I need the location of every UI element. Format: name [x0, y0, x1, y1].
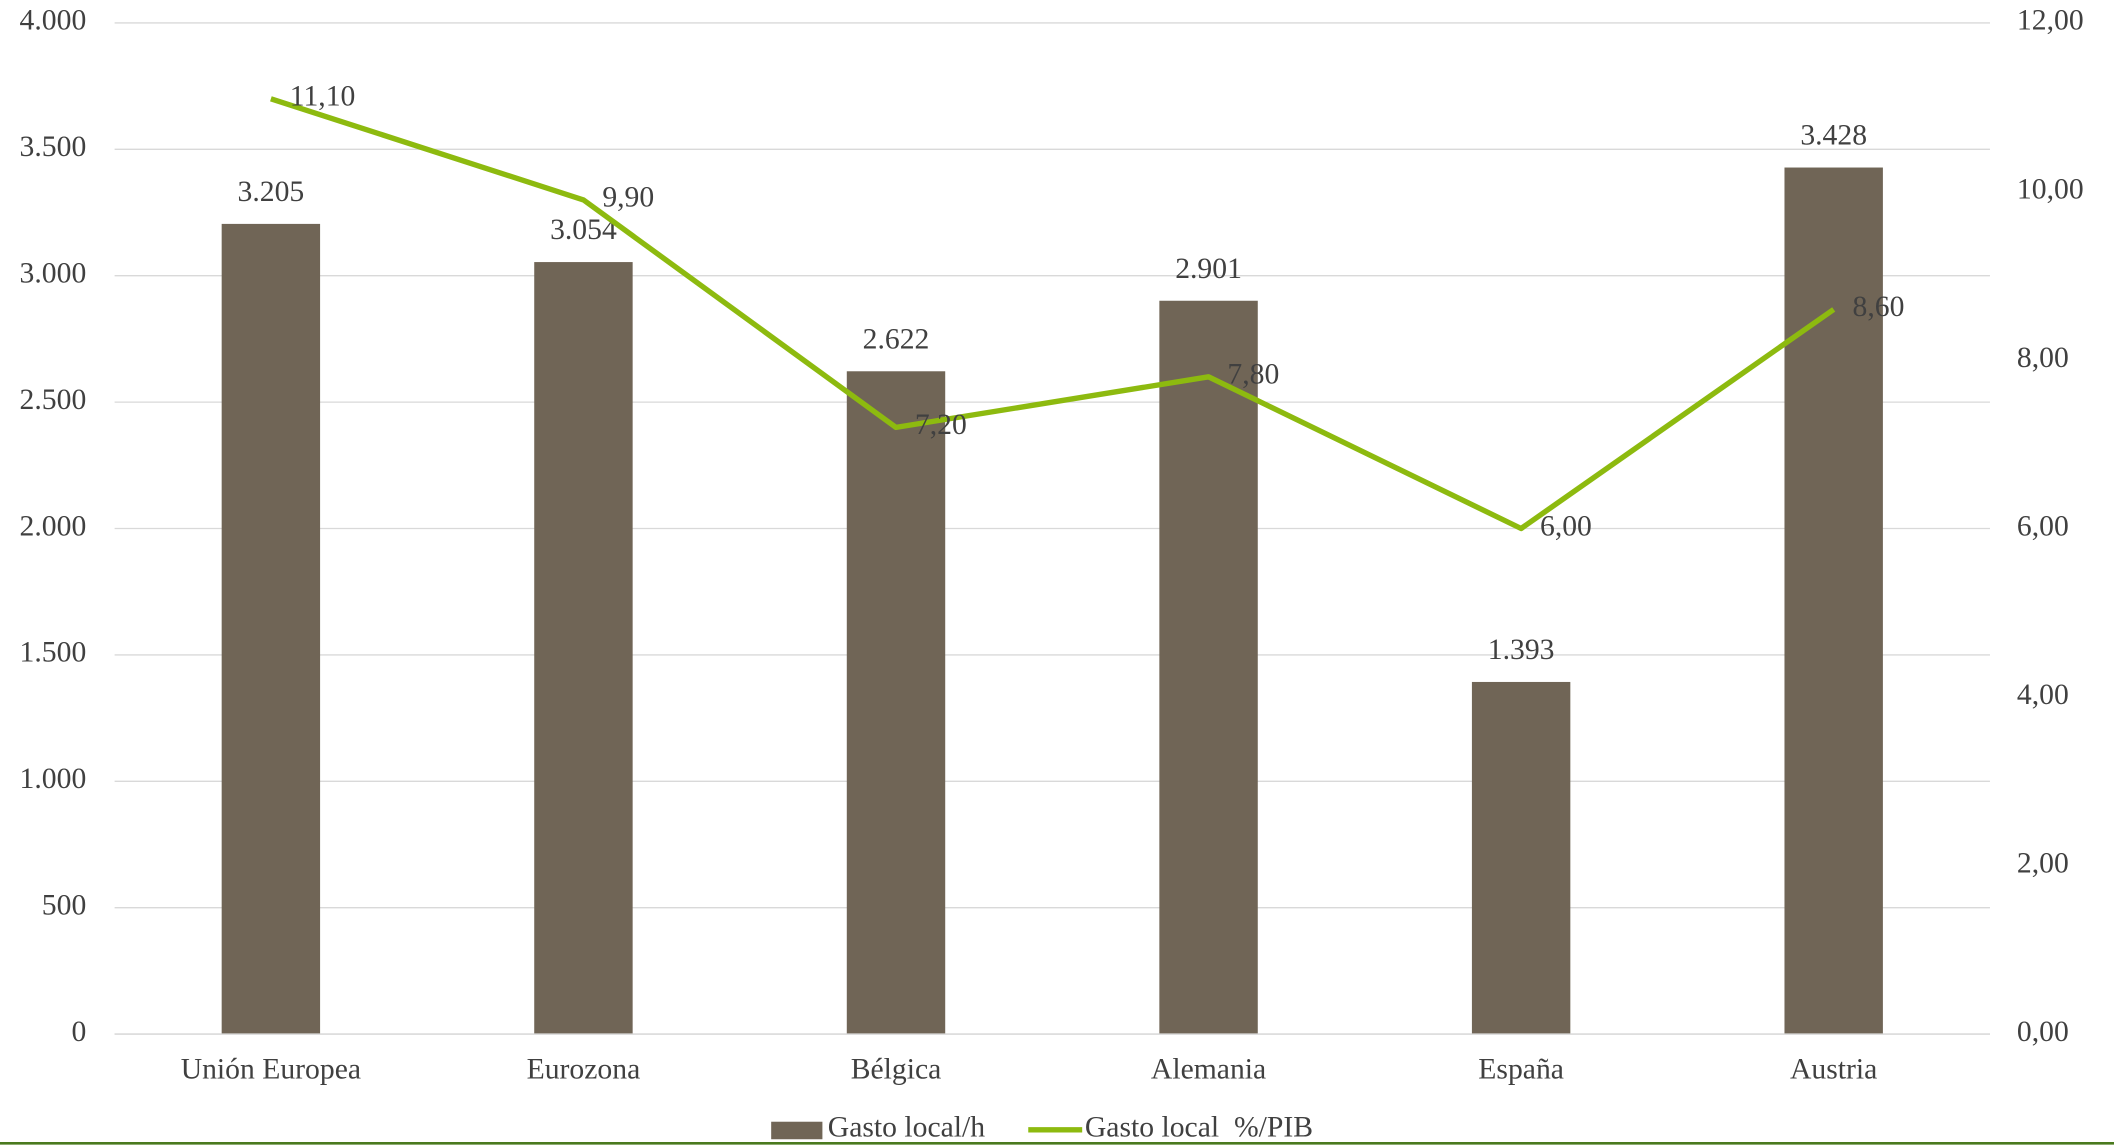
bar	[534, 262, 633, 1035]
y-tick-label: 3.500	[20, 131, 87, 163]
legend-swatch	[771, 1121, 823, 1140]
x-tick-label: España	[1478, 1054, 1564, 1086]
y2-tick-label: 4,00	[2017, 679, 2069, 711]
y2-tick-label: 8,00	[2017, 342, 2069, 374]
y-tick-label: 4.000	[20, 5, 87, 37]
bar	[1471, 681, 1571, 1035]
bar-value-label: 2.901	[1175, 253, 1242, 285]
y2-tick-label: 12,00	[2017, 5, 2084, 37]
y-tick-label: 1.500	[20, 637, 87, 669]
line	[270, 96, 1836, 532]
x-tick-label: Eurozona	[527, 1054, 641, 1086]
line-value-label: 7,80	[1227, 359, 1279, 391]
y2-tick-label: 2,00	[2017, 847, 2069, 879]
bar-value-label: 3.205	[238, 176, 305, 208]
y-tick-label: 2.000	[20, 510, 87, 542]
y-tick-label: 0	[71, 1016, 86, 1048]
y2-tick-label: 0,00	[2017, 1016, 2069, 1048]
y-tick-label: 1.000	[20, 763, 87, 795]
bar-value-label: 1.393	[1488, 634, 1555, 666]
x-tick-label: Bélgica	[851, 1054, 942, 1086]
bar-value-label: 3.428	[1800, 120, 1867, 152]
x-tick-label: Austria	[1790, 1054, 1877, 1086]
y-tick-label: 500	[42, 890, 86, 922]
line-value-label: 8,60	[1853, 291, 1905, 323]
bar	[1159, 300, 1258, 1035]
y2-tick-label: 6,00	[2017, 510, 2069, 542]
y-tick-label: 3.000	[20, 258, 87, 290]
line-value-label: 11,10	[290, 81, 356, 113]
line-value-label: 7,20	[915, 409, 967, 441]
y2-tick-label: 10,00	[2017, 173, 2084, 205]
bar	[846, 371, 946, 1035]
line-value-label: 9,90	[602, 182, 654, 214]
bar-value-label: 3.054	[550, 214, 617, 246]
x-tick-label: Alemania	[1151, 1054, 1266, 1086]
x-tick-label: Unión Europea	[181, 1054, 361, 1086]
legend-label: Gasto local/h	[828, 1112, 985, 1144]
bar	[221, 223, 321, 1035]
y-tick-label: 2.500	[20, 384, 87, 416]
bar-value-label: 2.622	[863, 323, 930, 355]
line-value-label: 6,00	[1540, 510, 1592, 542]
legend-label: Gasto local %/PIB	[1085, 1112, 1313, 1144]
